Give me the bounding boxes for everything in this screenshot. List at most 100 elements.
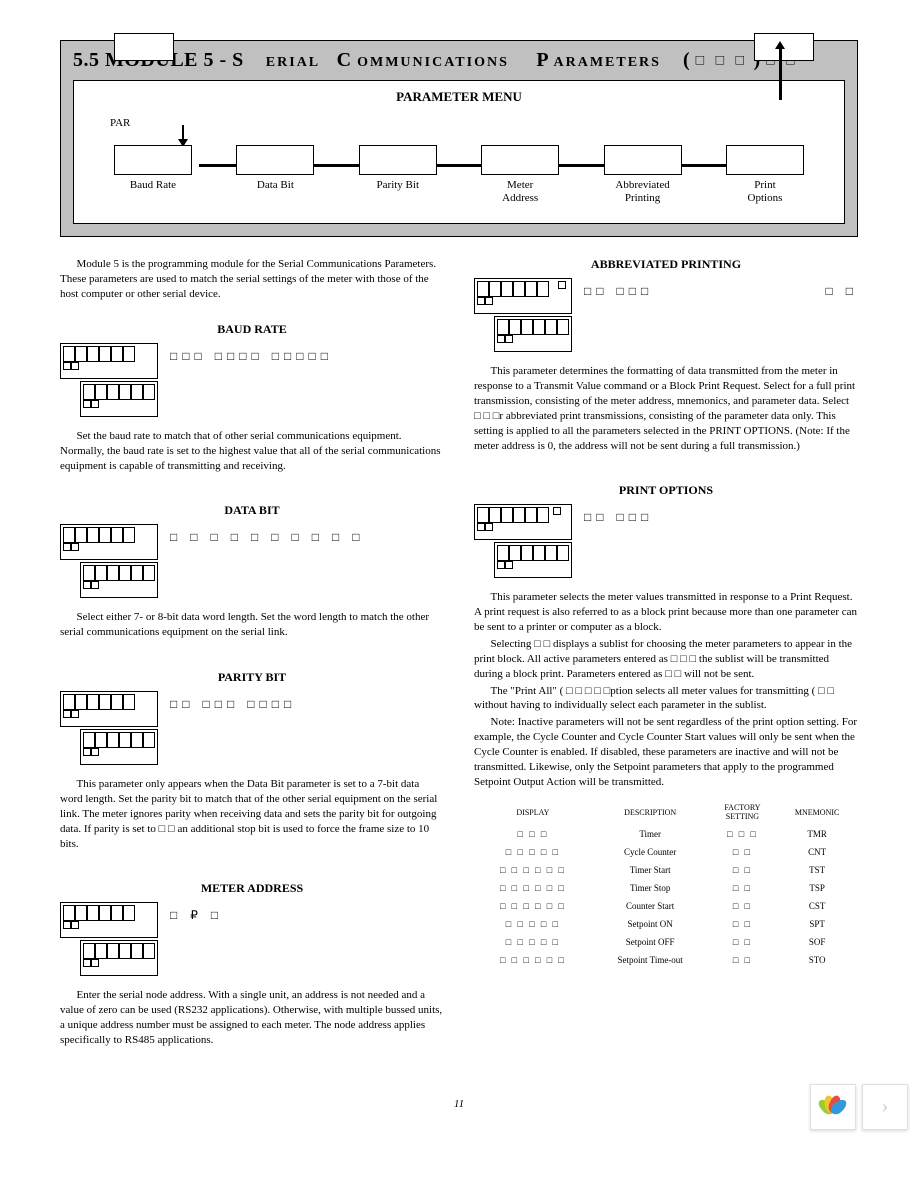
menu-box-print <box>726 145 804 175</box>
print-body-4: Note: Inactive parameters will not be se… <box>474 715 858 789</box>
content-columns: Module 5 is the programming module for t… <box>60 257 858 1077</box>
cell-description: Cycle Counter <box>592 843 709 861</box>
cell-display: □ □ □ <box>474 825 592 843</box>
section-abbrev: ABBREVIATED PRINTING □□ □□□ □ □ This par… <box>474 257 858 453</box>
baud-body: Set the baud rate to match that of other… <box>60 429 444 474</box>
paren-open: ( <box>683 49 690 71</box>
cell-display: □ □ □ □ □ □ <box>474 951 592 969</box>
cell-factory: □ □ <box>709 861 777 879</box>
menu-box-baud <box>114 145 192 175</box>
databit-body: Select either 7- or 8-bit data word leng… <box>60 610 444 640</box>
menu-label-address: MeterAddress <box>481 179 559 205</box>
section-meter: METER ADDRESS □ ₽ □ Enter the serial nod… <box>60 881 444 1047</box>
chevron-right-icon: › <box>882 1095 889 1118</box>
parity-body: This parameter only appears when the Dat… <box>60 777 444 851</box>
title-frag-params: ARAMETERS <box>553 55 660 70</box>
title-frag-omm: OMMUNICATIONS <box>357 55 509 70</box>
menu-box-databit <box>236 145 314 175</box>
table-row: □ □ □Timer□ □ □TMR <box>474 825 858 843</box>
cell-description: Counter Start <box>592 897 709 915</box>
abbrev-body: This parameter determines the formatting… <box>474 364 858 453</box>
section-heading: 5.5 MODULE 5 - S ERIAL C OMMUNICATIONS P… <box>73 49 845 72</box>
table-row: □ □ □ □ □ □Counter Start□ □CST <box>474 897 858 915</box>
cell-description: Setpoint OFF <box>592 933 709 951</box>
menu-box-abbrev <box>604 145 682 175</box>
title-frag-c: C <box>337 49 352 71</box>
cell-factory: □ □ <box>709 879 777 897</box>
bottom-right-widget: › <box>810 1084 908 1130</box>
logo-button[interactable] <box>810 1084 856 1130</box>
petal-logo-icon <box>819 1093 847 1121</box>
cell-description: Timer <box>592 825 709 843</box>
arrow-down-icon <box>182 125 184 145</box>
section-print: PRINT OPTIONS □□ □□□ This parameter sele… <box>474 483 858 969</box>
baud-display <box>60 343 158 421</box>
meter-options: □ ₽ □ <box>170 902 223 925</box>
next-page-button[interactable]: › <box>862 1084 908 1130</box>
baud-title: BAUD RATE <box>60 322 444 337</box>
left-column: Module 5 is the programming module for t… <box>60 257 444 1077</box>
databit-display <box>60 524 158 602</box>
cell-factory: □ □ <box>709 843 777 861</box>
header-banner: 5.5 MODULE 5 - S ERIAL C OMMUNICATIONS P… <box>60 40 858 237</box>
cell-factory: □ □ <box>709 951 777 969</box>
databit-title: DATA BIT <box>60 503 444 518</box>
print-options: □□ □□□ <box>584 504 653 527</box>
menu-box-address <box>481 145 559 175</box>
th-display: DISPLAY <box>474 799 592 825</box>
table-row: □ □ □ □ □ □Setpoint Time-out□ □STO <box>474 951 858 969</box>
meter-display <box>60 902 158 980</box>
cell-description: Timer Start <box>592 861 709 879</box>
menu-label-baud: Baud Rate <box>114 179 192 205</box>
meter-title: METER ADDRESS <box>60 881 444 896</box>
menu-box-parity <box>359 145 437 175</box>
cell-display: □ □ □ □ □ □ <box>474 879 592 897</box>
section-baud: BAUD RATE □□□ □□□□ □□□□□ Set the baud ra… <box>60 322 444 474</box>
cell-mnemonic: SPT <box>776 915 858 933</box>
cell-mnemonic: TSP <box>776 879 858 897</box>
print-options-table: DISPLAY DESCRIPTION FACTORYSETTING MNEMO… <box>474 799 858 969</box>
cell-mnemonic: CNT <box>776 843 858 861</box>
cell-factory: □ □ <box>709 897 777 915</box>
cell-mnemonic: STO <box>776 951 858 969</box>
th-factory: FACTORYSETTING <box>709 799 777 825</box>
cell-description: Timer Stop <box>592 879 709 897</box>
cell-mnemonic: TMR <box>776 825 858 843</box>
section-databit: DATA BIT □ □ □ □ □ □ □ □ □ □ Select eith… <box>60 503 444 640</box>
table-row: □ □ □ □ □Setpoint ON□ □SPT <box>474 915 858 933</box>
print-body-1: This parameter selects the meter values … <box>474 590 858 635</box>
menu-boxes-row <box>114 145 804 175</box>
print-body-2: Selecting □ □ displays a sublist for cho… <box>474 637 858 682</box>
table-header-row: DISPLAY DESCRIPTION FACTORYSETTING MNEMO… <box>474 799 858 825</box>
th-description: DESCRIPTION <box>592 799 709 825</box>
baud-options: □□□ □□□□ □□□□□ <box>170 343 333 366</box>
title-frag-p: P <box>536 49 548 71</box>
title-frag-erial: ERIAL <box>266 55 320 70</box>
print-title: PRINT OPTIONS <box>474 483 858 498</box>
table-row: □ □ □ □ □Cycle Counter□ □CNT <box>474 843 858 861</box>
menu-label-databit: Data Bit <box>236 179 314 205</box>
par-label: PAR <box>110 117 130 129</box>
menu-entry-box <box>114 33 174 61</box>
meter-body: Enter the serial node address. With a si… <box>60 988 444 1047</box>
print-body-3: The "Print All" ( □ □ □ □ □ption selects… <box>474 684 858 714</box>
section-number: 5.5 <box>73 49 100 71</box>
cell-mnemonic: CST <box>776 897 858 915</box>
abbrev-display <box>474 278 572 356</box>
cell-display: □ □ □ □ □ <box>474 843 592 861</box>
page-number: 11 <box>60 1098 858 1110</box>
cell-description: Setpoint Time-out <box>592 951 709 969</box>
parity-title: PARITY BIT <box>60 670 444 685</box>
table-row: □ □ □ □ □ □Timer Stop□ □TSP <box>474 879 858 897</box>
print-display <box>474 504 572 582</box>
cell-display: □ □ □ □ □ <box>474 933 592 951</box>
right-column: ABBREVIATED PRINTING □□ □□□ □ □ This par… <box>474 257 858 1077</box>
cell-mnemonic: SOF <box>776 933 858 951</box>
intro-paragraph: Module 5 is the programming module for t… <box>60 257 444 302</box>
cell-display: □ □ □ □ □ <box>474 915 592 933</box>
cell-display: □ □ □ □ □ □ <box>474 861 592 879</box>
abbrev-title: ABBREVIATED PRINTING <box>474 257 858 272</box>
cell-display: □ □ □ □ □ □ <box>474 897 592 915</box>
menu-label-abbrev: AbbreviatedPrinting <box>604 179 682 205</box>
menu-title: PARAMETER MENU <box>114 89 804 105</box>
